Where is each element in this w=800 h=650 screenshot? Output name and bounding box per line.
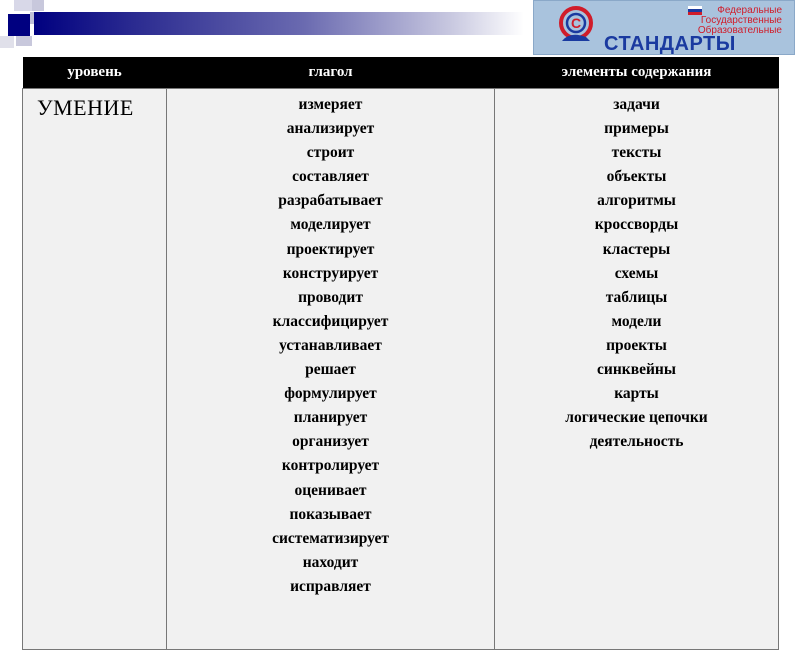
content-item: деятельность <box>589 433 684 451</box>
russian-flag-icon <box>688 6 702 15</box>
header-content: элементы содержания <box>494 57 779 89</box>
table-row: УМЕНИЕ измеряет анализирует строит составля… <box>22 88 779 650</box>
verb-item: решает <box>305 361 356 379</box>
verb-item: проектирует <box>286 240 375 258</box>
verb-item: проводит <box>298 288 363 306</box>
verb-item: исправляет <box>290 577 371 595</box>
header-level: уровень <box>22 57 167 89</box>
verb-item: оценивает <box>294 481 367 499</box>
verbs-list: измеряет анализирует строит составляет разра… <box>167 89 494 599</box>
content-item: алгоритмы <box>597 192 676 210</box>
verb-item: устанавливает <box>279 336 382 354</box>
verb-item: строит <box>306 144 355 162</box>
header-row: уровень глагол элементы содержания <box>22 57 779 89</box>
fgos-logo: C Федеральные Государственные Образовате… <box>533 0 795 55</box>
logo-line: Федеральные <box>717 5 782 16</box>
verb-item: составляет <box>292 168 369 186</box>
standards-emblem-icon: C <box>559 6 593 41</box>
skills-table: уровень глагол элементы содержания УМЕНИ… <box>22 57 779 650</box>
verb-item: контролирует <box>281 457 380 475</box>
verb-item: моделирует <box>290 216 371 234</box>
verb-item: измеряет <box>298 96 363 113</box>
verb-item: разрабатывает <box>278 192 383 210</box>
content-item: карты <box>614 385 659 403</box>
verb-item: систематизирует <box>272 529 389 547</box>
title-gradient-bar <box>34 12 524 35</box>
svg-text:C: C <box>571 15 581 31</box>
content-item: кластеры <box>602 240 671 258</box>
content-item: модели <box>611 312 662 330</box>
verb-item: планирует <box>293 409 368 427</box>
content-item: проекты <box>606 336 667 354</box>
content-item: объекты <box>606 168 667 186</box>
verb-item: формулирует <box>284 385 377 403</box>
logo-line: Образовательные <box>697 25 782 36</box>
level-cell: УМЕНИЕ <box>37 95 134 120</box>
content-item: логические цепочки <box>565 409 708 427</box>
verb-item: классифицирует <box>272 312 389 330</box>
content-item: таблицы <box>605 288 668 306</box>
header-verb: глагол <box>166 57 495 89</box>
verb-item: анализирует <box>286 120 375 138</box>
verb-item: находит <box>302 553 359 571</box>
verb-item: показывает <box>289 505 372 523</box>
content-item: примеры <box>604 120 669 138</box>
content-item: задачи <box>613 96 660 113</box>
verb-item: конструирует <box>282 264 379 282</box>
logo-brand: СТАНДАРТЫ <box>604 33 736 55</box>
content-item: тексты <box>611 144 662 162</box>
content-item: схемы <box>614 264 659 282</box>
content-item: синквейны <box>597 361 676 379</box>
verb-item: организует <box>292 433 369 451</box>
logo-line: Государственные <box>700 15 782 26</box>
content-item: кроссворды <box>594 216 679 234</box>
content-list: задачи примеры тексты объекты алгоритмы кросс… <box>495 89 778 454</box>
